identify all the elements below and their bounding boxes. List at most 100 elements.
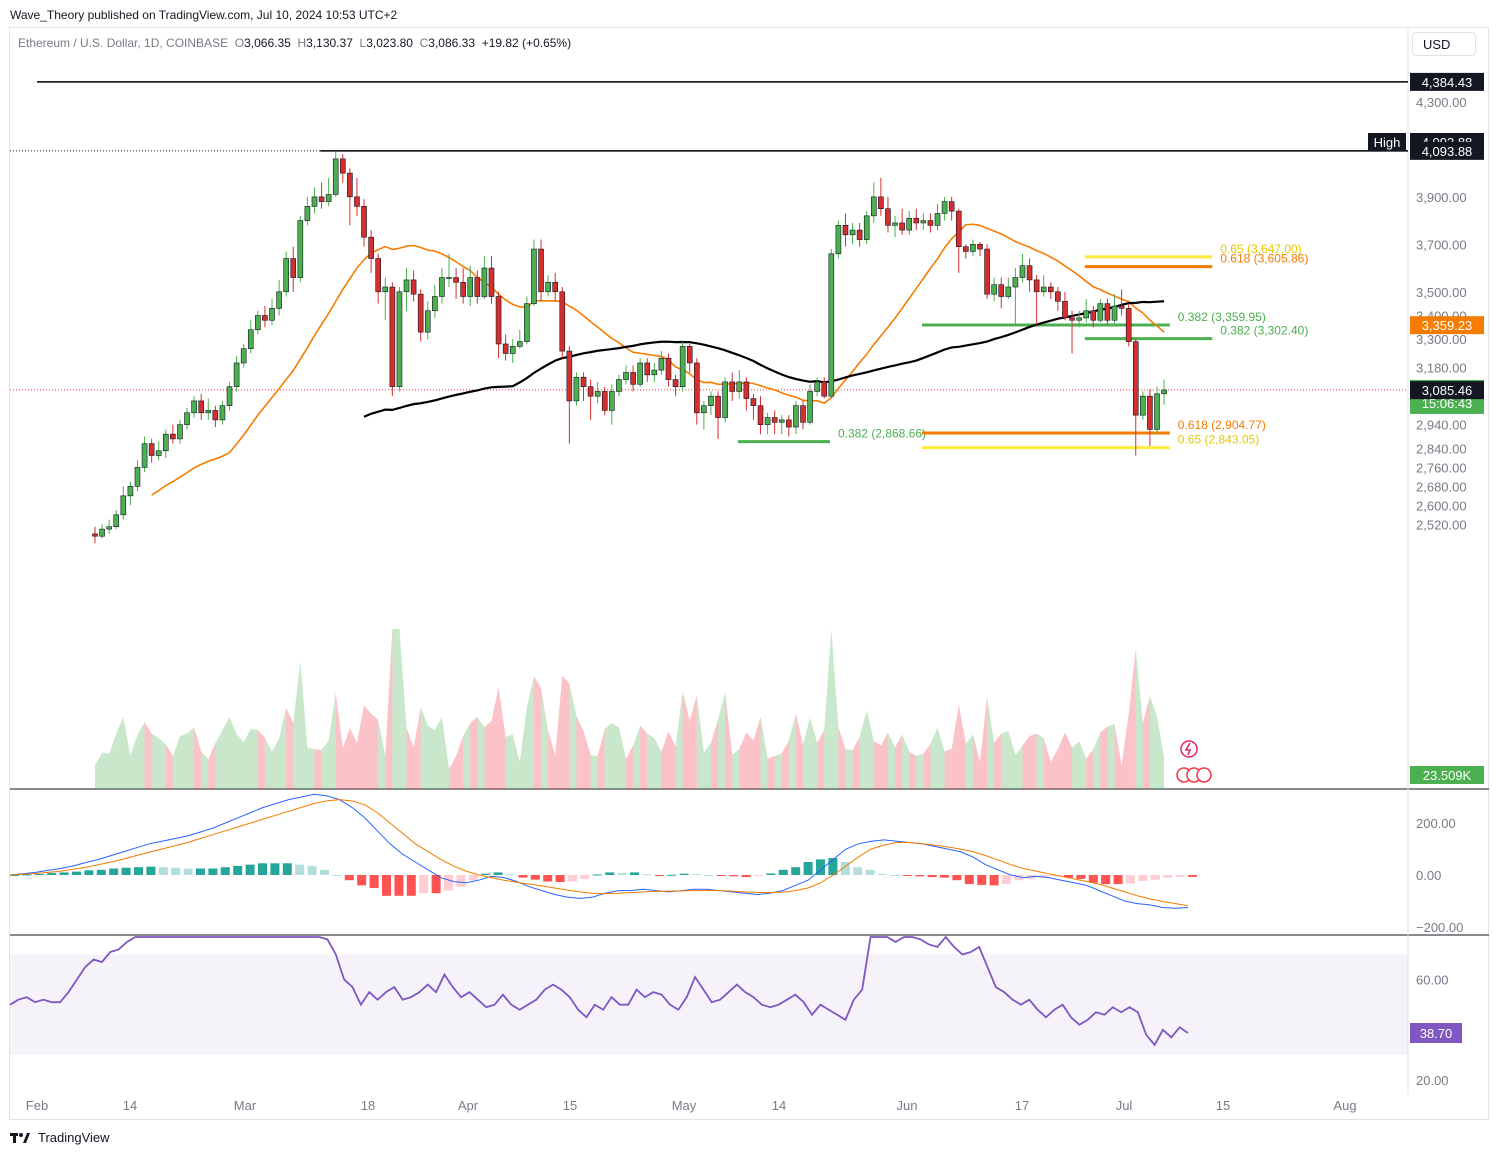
volume-area: [441, 717, 449, 789]
symbol-name[interactable]: Ethereum / U.S. Dollar, 1D, COINBASE: [18, 36, 229, 50]
candle-body: [1097, 303, 1104, 321]
volume-area: [484, 721, 492, 789]
currency-select[interactable]: USD: [1412, 32, 1476, 56]
macd-histogram-bar: [927, 875, 937, 878]
macd-histogram-bar: [10, 875, 19, 876]
macd-histogram-bar: [22, 874, 32, 876]
macd-histogram-bar: [605, 872, 615, 875]
volume-area: [703, 743, 711, 789]
volume-area: [895, 734, 903, 789]
macd-histogram-bar: [816, 859, 825, 875]
volume-area: [951, 704, 959, 789]
volume-area: [725, 692, 733, 789]
fib-level-label: 0.65 (2,843.05): [1178, 433, 1259, 447]
candle-body: [106, 526, 112, 530]
volume-area: [1135, 648, 1143, 789]
candle-body: [361, 206, 367, 238]
candle-body: [821, 381, 828, 397]
volume-area: [264, 738, 272, 789]
volume-area: [102, 752, 110, 789]
volume-area: [1093, 732, 1101, 789]
candle-body: [885, 208, 891, 226]
volume-area: [788, 713, 796, 789]
candle-body: [941, 201, 948, 214]
volume-area: [356, 705, 365, 789]
volume-area: [696, 695, 704, 789]
volume-area: [824, 629, 832, 789]
macd-histogram-bar: [778, 869, 788, 875]
macd-histogram-bar: [357, 875, 367, 886]
price-tag-value: 3,085.46: [1422, 383, 1473, 398]
volume-area: [576, 716, 584, 789]
candle-body: [446, 277, 452, 279]
candle-body: [247, 329, 254, 350]
volume-area: [463, 723, 471, 789]
candle-body: [488, 267, 495, 297]
price-axis-tick: 3,900.00: [1416, 190, 1467, 205]
macd-histogram-bar: [481, 873, 491, 875]
candle-body: [991, 284, 997, 295]
volume-area: [498, 687, 506, 789]
volume-area: [187, 727, 195, 789]
macd-histogram-bar: [134, 867, 143, 875]
candle-body: [120, 495, 127, 516]
candle-body: [1090, 310, 1097, 321]
volume-area: [810, 717, 818, 789]
candle-body: [226, 386, 233, 406]
macd-histogram-bar: [1088, 875, 1098, 883]
candle-body: [601, 391, 608, 411]
candle-body: [177, 424, 183, 440]
candle-body: [729, 381, 736, 392]
candle-body: [1140, 395, 1146, 416]
macd-histogram-bar: [456, 875, 466, 887]
published-line: Wave_Theory published on TradingView.com…: [10, 8, 398, 22]
candle-body: [1111, 305, 1118, 321]
macd-histogram-bar: [964, 875, 974, 885]
candle-body: [842, 225, 849, 236]
macd-histogram-bar: [543, 875, 553, 882]
volume-area: [817, 730, 825, 789]
volume-area: [1008, 731, 1016, 789]
candle-body: [679, 346, 686, 387]
macd-histogram-bar: [96, 869, 106, 875]
candle-body: [212, 410, 219, 421]
close-value: 3,086.33: [428, 36, 476, 50]
price-tag-value: 23.509K: [1423, 768, 1472, 783]
candle-body: [644, 362, 651, 376]
candle-body: [658, 357, 665, 371]
low-value: 3,023.80: [366, 36, 413, 50]
macd-histogram-bar: [369, 875, 379, 888]
macd-histogram-bar: [295, 864, 305, 875]
macd-histogram-bar: [617, 872, 627, 875]
candle-body: [708, 395, 714, 406]
candle-body: [878, 196, 884, 210]
candle-body: [963, 246, 969, 252]
candle-body: [1161, 389, 1167, 395]
candle-body: [262, 315, 268, 321]
macd-histogram-bar: [518, 875, 528, 878]
candle-body: [948, 201, 955, 212]
volume-area: [958, 704, 966, 789]
candle-body: [290, 258, 297, 278]
macd-histogram-bar: [679, 873, 689, 875]
price-tag-bg: [1410, 141, 1484, 160]
candle-body: [163, 433, 169, 452]
volume-area: [250, 729, 258, 789]
volume-area: [477, 717, 485, 789]
macd-histogram-bar: [902, 875, 912, 876]
macd-histogram-bar: [890, 875, 900, 876]
macd-histogram-bar: [568, 875, 577, 882]
macd-histogram-bar: [406, 875, 416, 896]
volume-area: [229, 717, 237, 789]
volume-area: [611, 723, 619, 789]
macd-histogram-bar: [1076, 875, 1086, 879]
candle-body: [899, 222, 905, 231]
macd-histogram-bar: [493, 872, 503, 875]
macd-histogram-bar: [270, 863, 280, 875]
candle-body: [913, 217, 920, 224]
rsi-line: [9, 935, 1189, 1047]
volume-area: [179, 733, 188, 789]
price-tag-value: 4,384.43: [1422, 75, 1473, 90]
time-axis-tick: Aug: [1333, 1098, 1356, 1113]
candle-body: [814, 381, 820, 392]
